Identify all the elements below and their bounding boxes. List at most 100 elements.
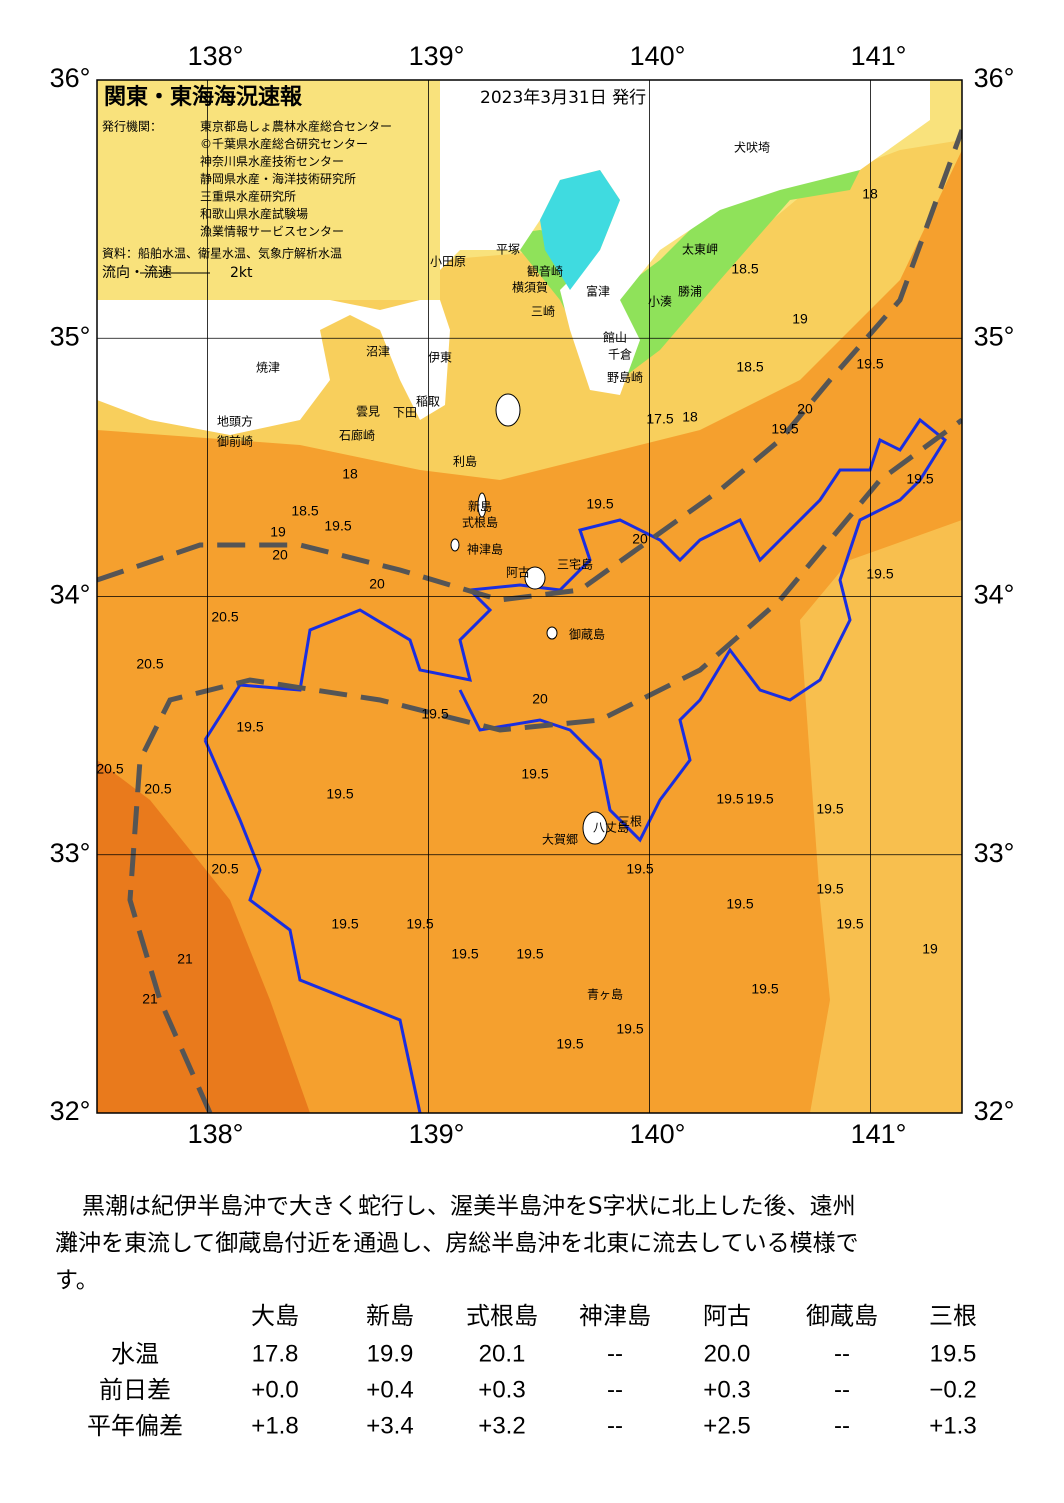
lat-tick-label: 36°	[974, 63, 1015, 93]
column-header: 新島	[366, 1302, 414, 1330]
kuroshio-axis	[97, 129, 962, 603]
island	[495, 393, 521, 427]
column-header: 神津島	[579, 1302, 651, 1330]
contour-label: 20.5	[144, 781, 171, 797]
place-name: 野島崎	[607, 370, 643, 385]
island	[524, 566, 546, 590]
contour-label: 19.5	[716, 791, 743, 807]
place-name: 阿古	[506, 565, 530, 580]
contour-label: 19.5	[236, 719, 263, 735]
column-header: 式根島	[466, 1302, 538, 1330]
description-line: す。	[55, 1268, 99, 1294]
lon-tick-label: 139°	[409, 1119, 465, 1149]
contour-label: 19.5	[726, 896, 753, 912]
contour-label: 19.5	[906, 471, 933, 487]
issuer: 漁業情報サービスセンター	[200, 225, 344, 239]
kuroshio-edge	[203, 417, 947, 843]
row-label: 前日差	[99, 1376, 171, 1404]
contour-label: 18.5	[736, 359, 763, 375]
lon-tick-label: 140°	[630, 41, 686, 71]
contour-label: 20	[532, 691, 548, 707]
contour-label: 17.5	[646, 411, 673, 427]
contour-label: 19.5	[751, 981, 778, 997]
lon-tick-label: 141°	[851, 41, 907, 71]
place-name: 三崎	[531, 305, 555, 319]
contour-label: 19.5	[586, 496, 613, 512]
cell: +1.3	[929, 1412, 976, 1439]
column-header: 阿古	[703, 1302, 751, 1330]
place-name: 新島	[468, 499, 492, 514]
issuer: 静岡県水産・海洋技術研究所	[200, 171, 356, 186]
place-name: 雲見	[356, 405, 380, 419]
contour-label: 20.5	[136, 656, 163, 672]
contour-label: 18	[862, 186, 878, 202]
contour-label: 20	[272, 547, 288, 563]
map-frame	[96, 79, 963, 1114]
place-name: 御前崎	[217, 434, 253, 449]
place-name: 稲取	[416, 395, 440, 409]
contour-label: 19.5	[771, 421, 798, 437]
cell: +3.4	[366, 1412, 413, 1439]
contour-label: 19.5	[516, 946, 543, 962]
lon-tick-label: 138°	[188, 1119, 244, 1149]
contour-label: 19.5	[816, 881, 843, 897]
land	[97, 300, 450, 435]
cell: --	[834, 1340, 850, 1367]
lat-tick-label: 35°	[50, 321, 91, 351]
place-name: 三根	[618, 815, 642, 829]
contour-label: 21	[177, 951, 193, 967]
cell: 20.0	[704, 1340, 751, 1367]
contour-label: 20.5	[211, 609, 238, 625]
cell: +0.0	[251, 1376, 298, 1403]
row-label: 平年偏差	[87, 1412, 183, 1440]
cell: 19.9	[367, 1340, 414, 1367]
lat-tick-label: 32°	[50, 1096, 91, 1126]
sea-green	[440, 150, 870, 380]
cell: +2.5	[703, 1412, 750, 1439]
contour-label: 21	[142, 991, 158, 1007]
contour-label: 19.5	[866, 566, 893, 582]
place-name: 勝浦	[678, 284, 702, 299]
column-header: 三根	[929, 1302, 977, 1330]
lat-tick-label: 32°	[974, 1096, 1015, 1126]
cell: +1.8	[251, 1412, 298, 1439]
cell: +0.3	[478, 1376, 525, 1403]
issuer: 神奈川県水産技術センター	[200, 154, 344, 169]
place-name: 千倉	[608, 347, 632, 362]
place-name: 神津島	[467, 542, 503, 557]
cell: +3.2	[478, 1412, 525, 1439]
place-name: 三宅島	[557, 557, 593, 572]
contour-label: 18.5	[291, 503, 318, 519]
contour-label: 20.5	[211, 861, 238, 877]
place-name: 下田	[393, 406, 417, 420]
cell: 20.1	[479, 1340, 526, 1367]
contour-label: 20	[369, 576, 385, 592]
contour-label: 19.5	[324, 518, 351, 534]
contour-label: 19.5	[616, 1021, 643, 1037]
place-name: 焼津	[256, 361, 280, 375]
contour-label: 19.5	[816, 801, 843, 817]
contour-label: 19.5	[326, 786, 353, 802]
contour-label: 19.5	[856, 356, 883, 372]
issuer-label: 発行機関：	[102, 119, 162, 134]
cell: +0.4	[366, 1376, 413, 1403]
place-name: 石廊崎	[339, 428, 375, 443]
place-name: 伊東	[428, 351, 452, 365]
land	[440, 80, 930, 395]
contour-label: 19.5	[331, 916, 358, 932]
cell: --	[607, 1412, 623, 1439]
lon-tick-label: 139°	[409, 41, 465, 71]
lon-tick-label: 141°	[851, 1119, 907, 1149]
place-name: 大賀郷	[542, 833, 578, 847]
contour-label: 19	[922, 941, 938, 957]
contour-label: 19	[792, 311, 808, 327]
lat-tick-label: 33°	[974, 838, 1015, 868]
contour-label: 19.5	[746, 791, 773, 807]
place-name: 太東岬	[682, 242, 718, 257]
lat-tick-label: 34°	[50, 580, 91, 610]
sea-cooler	[97, 80, 440, 300]
cell: +0.3	[703, 1376, 750, 1403]
place-name: 八丈島	[593, 820, 629, 835]
cell: −0.2	[929, 1376, 976, 1403]
